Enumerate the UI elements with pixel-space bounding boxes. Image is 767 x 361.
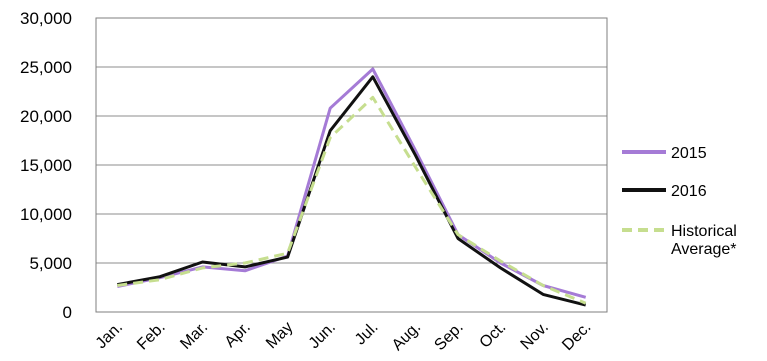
y-tick-label: 15,000 — [20, 156, 72, 175]
x-tick-label: Nov. — [518, 319, 552, 353]
x-tick-label: Jun. — [306, 319, 339, 352]
x-tick-label: Oct. — [477, 319, 510, 352]
x-tick-label: May — [263, 319, 296, 352]
x-tick-label: Aug. — [389, 319, 424, 354]
y-tick-label: 10,000 — [20, 205, 72, 224]
legend-label: 2015 — [671, 145, 707, 162]
x-tick-label: Mar. — [177, 319, 211, 353]
y-tick-label: 0 — [63, 303, 72, 322]
x-tick-label: Dec. — [559, 319, 594, 354]
x-tick-label: Jan. — [93, 319, 126, 352]
x-tick-label: Jul. — [352, 319, 382, 349]
series-lines — [117, 69, 585, 305]
y-tick-label: 5,000 — [29, 254, 72, 273]
legend-label: Average* — [671, 241, 737, 258]
legend-label: Historical — [671, 223, 737, 240]
x-axis-tick-labels: Jan. Feb. Mar. Apr. May Jun. Jul. Aug. Sep. Oct. N… — [93, 319, 595, 354]
y-tick-label: 25,000 — [20, 58, 72, 77]
legend-label: 2016 — [671, 183, 707, 200]
x-tick-label: Feb. — [134, 319, 169, 354]
gridlines — [96, 67, 607, 263]
x-tick-label: Sep. — [431, 319, 466, 354]
x-tick-label: Apr. — [222, 319, 254, 351]
y-tick-label: 20,000 — [20, 107, 72, 126]
y-axis-tick-labels: 0 5,000 10,000 15,000 20,000 25,000 30,000 — [20, 9, 72, 322]
y-tick-label: 30,000 — [20, 9, 72, 28]
